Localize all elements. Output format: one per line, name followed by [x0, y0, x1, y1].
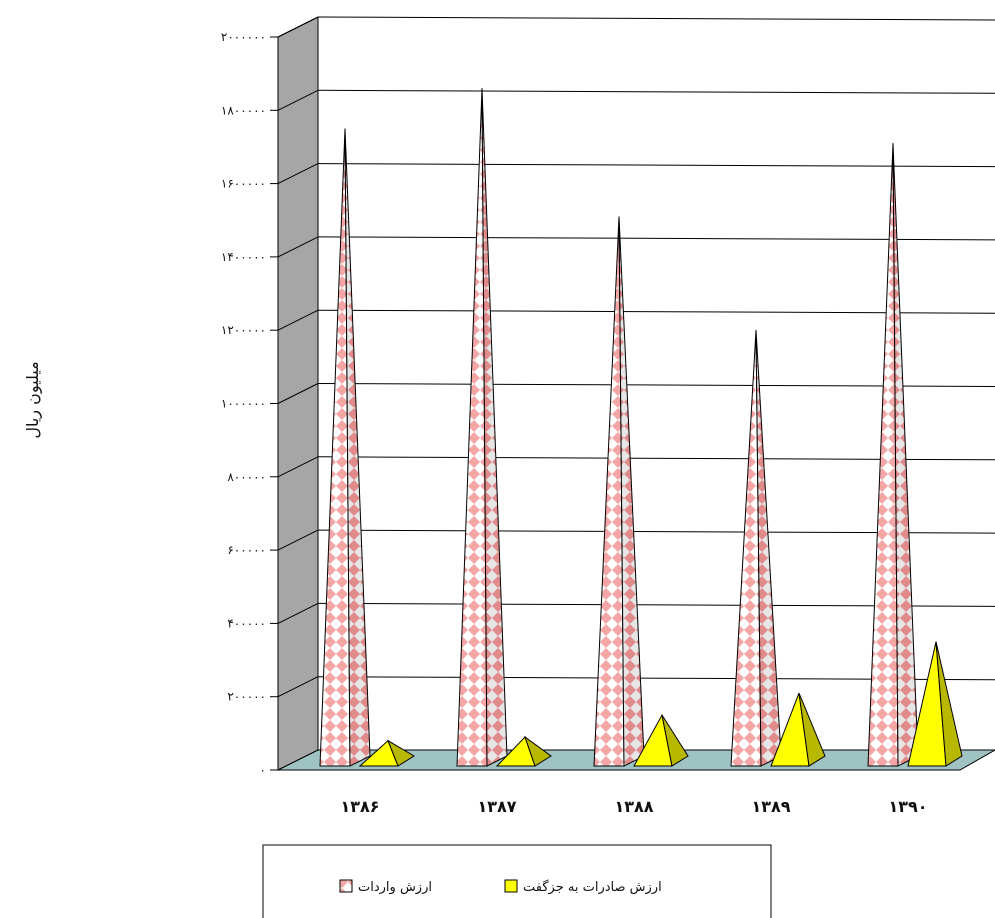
- x-tick-label: ۱۳۹۰: [888, 797, 927, 816]
- x-tick-label: ۱۳۸۶: [340, 797, 379, 816]
- legend-entry: ارزش صادرات به جزگفت: [504, 879, 662, 895]
- x-tick-label: ۱۳۸۸: [614, 797, 653, 816]
- y-tick-label: ۰: [260, 763, 266, 777]
- y-tick-label: ۱۸۰۰۰۰۰: [221, 103, 266, 117]
- gridline: [317, 16, 995, 21]
- bar-export: [633, 713, 689, 767]
- y-tick-label: ۱۴۰۰۰۰۰: [221, 250, 266, 264]
- y-tick-label: ۱۲۰۰۰۰۰: [221, 323, 266, 337]
- legend-label: ارزش صادرات به جزگفت: [523, 879, 662, 895]
- legend-swatch: [339, 879, 353, 893]
- gridline-depth: [277, 383, 319, 404]
- gridline-depth: [277, 89, 319, 111]
- y-tick-label: ۴۰۰۰۰۰: [227, 616, 266, 630]
- legend-swatch: [504, 879, 518, 893]
- y-tick-label: ۶۰۰۰۰۰: [227, 543, 266, 557]
- gridline-depth: [277, 676, 319, 698]
- legend: ارزش واردات ارزش صادرات به جزگفت: [262, 844, 772, 918]
- gridline: [317, 89, 995, 94]
- gridline-depth: [277, 163, 319, 185]
- y-tick-label: ۱۰۰۰۰۰۰: [221, 397, 266, 411]
- bar-export: [770, 692, 826, 767]
- gridline: [317, 163, 995, 168]
- x-tick-label: ۱۳۸۹: [751, 797, 790, 816]
- bar-import: [593, 216, 645, 767]
- bar-import: [456, 88, 508, 767]
- gridline-depth: [277, 309, 319, 331]
- gridline-depth: [277, 16, 319, 38]
- legend-label: ارزش واردات: [358, 880, 432, 895]
- bar-import: [867, 143, 919, 767]
- gridline-depth: [277, 602, 319, 624]
- bar-export: [495, 735, 552, 767]
- pyramid-bars: [319, 88, 963, 767]
- bar-export: [907, 641, 963, 767]
- bar-export: [358, 739, 415, 767]
- x-axis-categories: ۱۳۸۶ ۱۳۸۷ ۱۳۸۸ ۱۳۸۹ ۱۳۹۰: [340, 797, 927, 816]
- gridline: [317, 383, 995, 387]
- bar-import: [319, 128, 371, 767]
- gridline-depth: [277, 236, 319, 258]
- y-axis-ticks: ۰ ۲۰۰۰۰۰ ۴۰۰۰۰۰ ۶۰۰۰۰۰ ۸۰۰۰۰۰ ۱۰۰۰۰۰۰ ۱۲۰۰۰۰۰ ۱…: [221, 30, 278, 777]
- y-axis-label: میلیون ریال: [23, 361, 43, 438]
- y-tick-label: ۱۶۰۰۰۰۰: [221, 177, 266, 191]
- gridline: [317, 236, 995, 241]
- y-tick-label: ۲۰۰۰۰۰: [227, 690, 266, 704]
- gridline-depth: [277, 456, 319, 478]
- gridline-depth: [277, 529, 319, 551]
- y-tick-label: ۸۰۰۰۰۰: [227, 470, 266, 484]
- x-tick-label: ۱۳۸۷: [477, 797, 516, 816]
- gridline: [317, 309, 995, 314]
- bar-import: [730, 330, 782, 767]
- legend-entry: ارزش واردات: [339, 879, 432, 895]
- y-tick-label: ۲۰۰۰۰۰۰: [221, 30, 266, 44]
